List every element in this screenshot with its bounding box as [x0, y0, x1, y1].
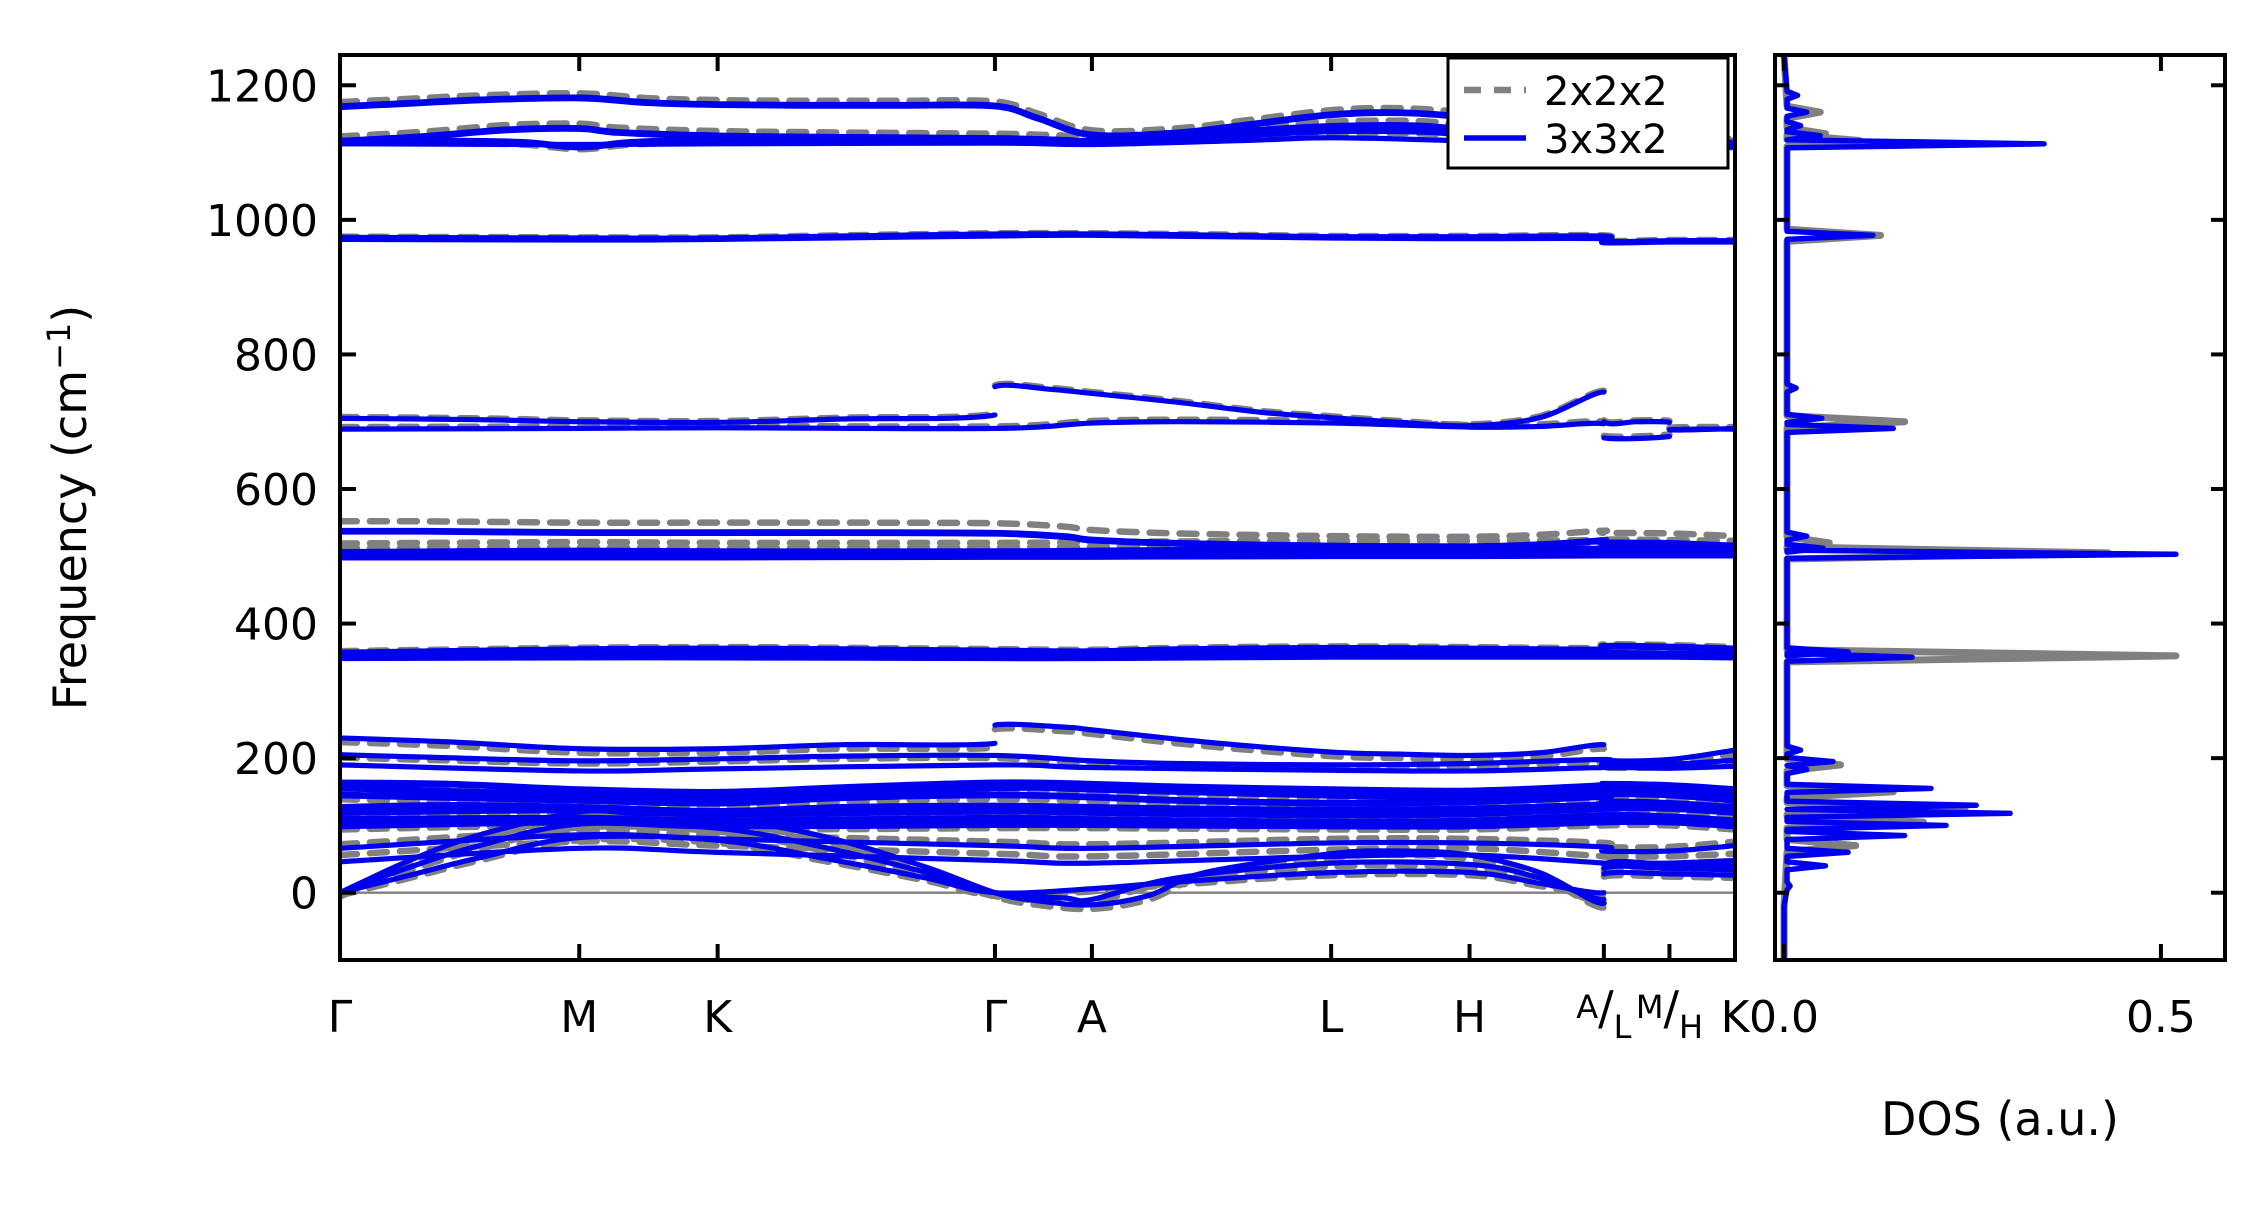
band-curve — [340, 382, 1735, 433]
x-tick-label: M — [560, 992, 598, 1043]
band-curve — [340, 762, 1735, 774]
band-curve — [340, 517, 1735, 541]
x-tick-label: Γ — [328, 992, 353, 1043]
band-curve — [340, 547, 1735, 555]
band-panel-frame — [338, 53, 1737, 962]
y-tick-label: 0 — [290, 869, 318, 920]
y-tick-label: 800 — [234, 330, 318, 381]
band-curve — [340, 804, 1735, 817]
band-curve — [340, 752, 1735, 768]
band-curve — [340, 779, 1735, 794]
dos-curves-group — [1780, 55, 2180, 960]
y-axis-label: Frequency (cm−1) — [40, 305, 97, 710]
x-tick-label: Γ — [983, 992, 1008, 1043]
y-tick-label: 600 — [234, 465, 318, 516]
legend-label-2x2x2: 2x2x2 — [1544, 69, 1668, 115]
x-tick-label: L — [1319, 992, 1344, 1043]
dos-panel-frame — [1773, 53, 2227, 962]
band-curve — [340, 642, 1735, 655]
band-curve — [340, 790, 1735, 805]
band-curve — [340, 527, 1735, 548]
y-tick-label: 1000 — [206, 196, 318, 247]
band-curve — [340, 818, 1735, 828]
x-tick-label: A — [1077, 992, 1107, 1043]
band-curve — [340, 232, 1735, 246]
band-curve — [340, 721, 1735, 764]
band-curve — [340, 827, 1735, 851]
band-curve — [340, 652, 1735, 659]
x-tick-label: K — [1721, 992, 1751, 1043]
y-tick-label: 1200 — [206, 61, 318, 112]
x-tick-label: H — [1453, 992, 1486, 1043]
x-tick-label-fraction: M/H — [1636, 981, 1703, 1046]
x-tick-label: K — [703, 992, 733, 1043]
dos-x-tick-label: 0.5 — [2126, 992, 2196, 1043]
band-curve — [340, 554, 1735, 561]
dos-x-tick-label: 0.0 — [1749, 992, 1819, 1043]
legend-label-3x3x2: 3x3x2 — [1544, 117, 1668, 163]
dos-curve — [1781, 55, 2179, 960]
band-curve — [340, 419, 1735, 442]
y-tick-label: 200 — [234, 734, 318, 785]
dos-x-axis-label: DOS (a.u.) — [1881, 1092, 2119, 1146]
band-curve — [340, 833, 1735, 896]
x-tick-label-fraction: A/L — [1576, 981, 1631, 1046]
legend-box — [1446, 56, 1730, 170]
y-tick-label: 400 — [234, 600, 318, 651]
